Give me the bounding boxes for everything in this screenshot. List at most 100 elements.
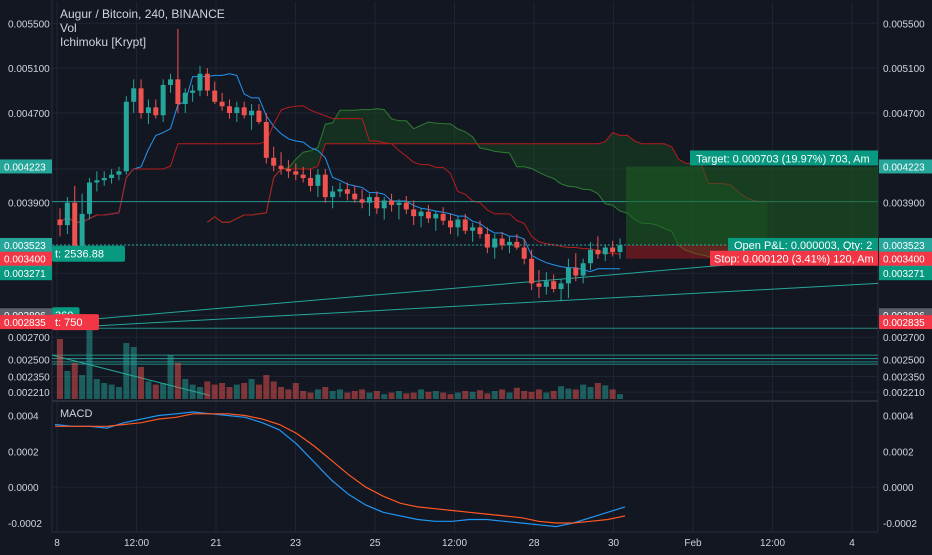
candle-body bbox=[411, 209, 417, 217]
candle-body bbox=[455, 219, 461, 228]
left-price-axis-tick-label: 0.002500 bbox=[8, 356, 50, 367]
volume-bar bbox=[388, 392, 395, 399]
candle-body bbox=[101, 178, 107, 181]
volume-bar bbox=[513, 387, 520, 399]
volume-bar bbox=[174, 363, 181, 399]
volume-bar bbox=[351, 391, 358, 399]
candle-body bbox=[249, 110, 255, 116]
candle-body bbox=[470, 227, 476, 231]
volume-bar bbox=[197, 387, 203, 399]
volume-bar bbox=[322, 387, 329, 399]
candle-body bbox=[219, 101, 225, 107]
volume-bar bbox=[115, 387, 122, 399]
macd-axis-tick-label: 0.0000 bbox=[883, 483, 914, 494]
candle-body bbox=[204, 73, 210, 91]
candle-body bbox=[595, 249, 601, 255]
position-left-label-box bbox=[52, 314, 99, 331]
left-price-axis-tick-label: 0.003900 bbox=[8, 199, 50, 210]
candle-body bbox=[359, 199, 365, 203]
left-price-axis-tick-label: 0.005500 bbox=[8, 19, 50, 30]
volume-bar bbox=[558, 386, 565, 399]
candle-body bbox=[381, 200, 387, 209]
candle-body bbox=[315, 174, 321, 186]
volume-bar bbox=[226, 387, 233, 399]
volume-bar bbox=[79, 375, 86, 399]
candle-body bbox=[57, 219, 63, 226]
candle-body bbox=[588, 249, 594, 264]
volume-bar bbox=[462, 391, 469, 399]
volume-bar bbox=[101, 383, 108, 399]
legend-indicator-ichimoku[interactable]: Ichimoku [Krypt] bbox=[60, 35, 147, 49]
volume-bar bbox=[373, 391, 380, 399]
volume-bar bbox=[211, 384, 218, 399]
candle-body bbox=[440, 213, 446, 221]
volume-bar bbox=[491, 391, 498, 399]
time-axis-tick-label: 12:00 bbox=[124, 538, 149, 549]
volume-bar bbox=[535, 389, 542, 399]
candle-body bbox=[573, 267, 579, 276]
left-price-axis-tick-label: 0.002350 bbox=[8, 372, 50, 383]
legend-indicator-volume[interactable]: Vol bbox=[60, 21, 77, 35]
candle-body bbox=[168, 79, 174, 85]
volume-bar bbox=[233, 384, 240, 399]
volume-bar bbox=[617, 394, 623, 399]
volume-bar bbox=[263, 375, 270, 399]
macd-axis-tick-label: 0.0004 bbox=[883, 412, 914, 423]
candle-body bbox=[344, 189, 350, 194]
price-badge-left bbox=[0, 315, 52, 330]
volume-bar bbox=[587, 387, 594, 399]
volume-bar bbox=[337, 389, 343, 399]
volume-bar bbox=[86, 319, 93, 399]
volume-bar bbox=[432, 391, 439, 399]
candle-body bbox=[543, 281, 549, 287]
volume-bar bbox=[580, 384, 587, 399]
volume-bars bbox=[57, 319, 623, 399]
candle-body bbox=[271, 157, 277, 166]
candle-body bbox=[308, 178, 314, 186]
candle-body bbox=[403, 202, 409, 210]
ichimoku-kijun-line bbox=[59, 105, 621, 255]
volume-bar bbox=[138, 367, 145, 399]
candle-body bbox=[241, 107, 247, 116]
volume-bar bbox=[278, 387, 285, 399]
chart-legend: Augur / Bitcoin, 240, BINANCE Vol Ichimo… bbox=[60, 7, 225, 49]
macd-signal-line bbox=[55, 413, 626, 524]
candle-body bbox=[484, 234, 490, 248]
volume-bar bbox=[64, 371, 71, 399]
candle-body bbox=[389, 200, 395, 205]
candle-body bbox=[138, 88, 144, 113]
macd-line bbox=[54, 411, 626, 528]
price-axis-tick-label: 0.002700 bbox=[883, 333, 925, 344]
volume-bar bbox=[167, 355, 174, 399]
candle-body bbox=[197, 73, 203, 91]
volume-bar bbox=[108, 384, 115, 399]
candle-body bbox=[492, 238, 498, 248]
chart-title[interactable]: Augur / Bitcoin, 240, BINANCE bbox=[60, 7, 225, 21]
volume-bar bbox=[359, 389, 366, 399]
volume-bar bbox=[219, 383, 226, 399]
volume-bar bbox=[285, 389, 292, 399]
macd-axis-tick-label-left: 0.0000 bbox=[8, 483, 39, 494]
candle-body bbox=[374, 197, 380, 209]
price-badge-right bbox=[879, 237, 932, 252]
price-badge-right bbox=[879, 266, 932, 281]
candle-body bbox=[234, 107, 240, 113]
pnl-label: Open P&L: 0.000003, Qty: 2 bbox=[734, 240, 872, 252]
candle-body bbox=[610, 247, 616, 253]
candle-body bbox=[86, 182, 92, 214]
volume-bar bbox=[609, 389, 616, 399]
price-badge-left-text: 0.003271 bbox=[4, 269, 46, 280]
position-left-label-text: t: 2536.88 bbox=[55, 249, 104, 261]
candle-body bbox=[94, 180, 100, 183]
price-badge-right bbox=[879, 315, 932, 330]
macd-axis-tick-label-left: 0.0002 bbox=[8, 447, 39, 458]
volume-bar bbox=[528, 391, 535, 399]
candle-body bbox=[256, 110, 262, 122]
volume-bar bbox=[550, 391, 557, 399]
price-badge-left bbox=[0, 237, 52, 252]
time-axis-tick-label: 4 bbox=[849, 538, 855, 549]
macd-legend[interactable]: MACD bbox=[60, 408, 93, 420]
price-badge-right bbox=[879, 251, 932, 266]
